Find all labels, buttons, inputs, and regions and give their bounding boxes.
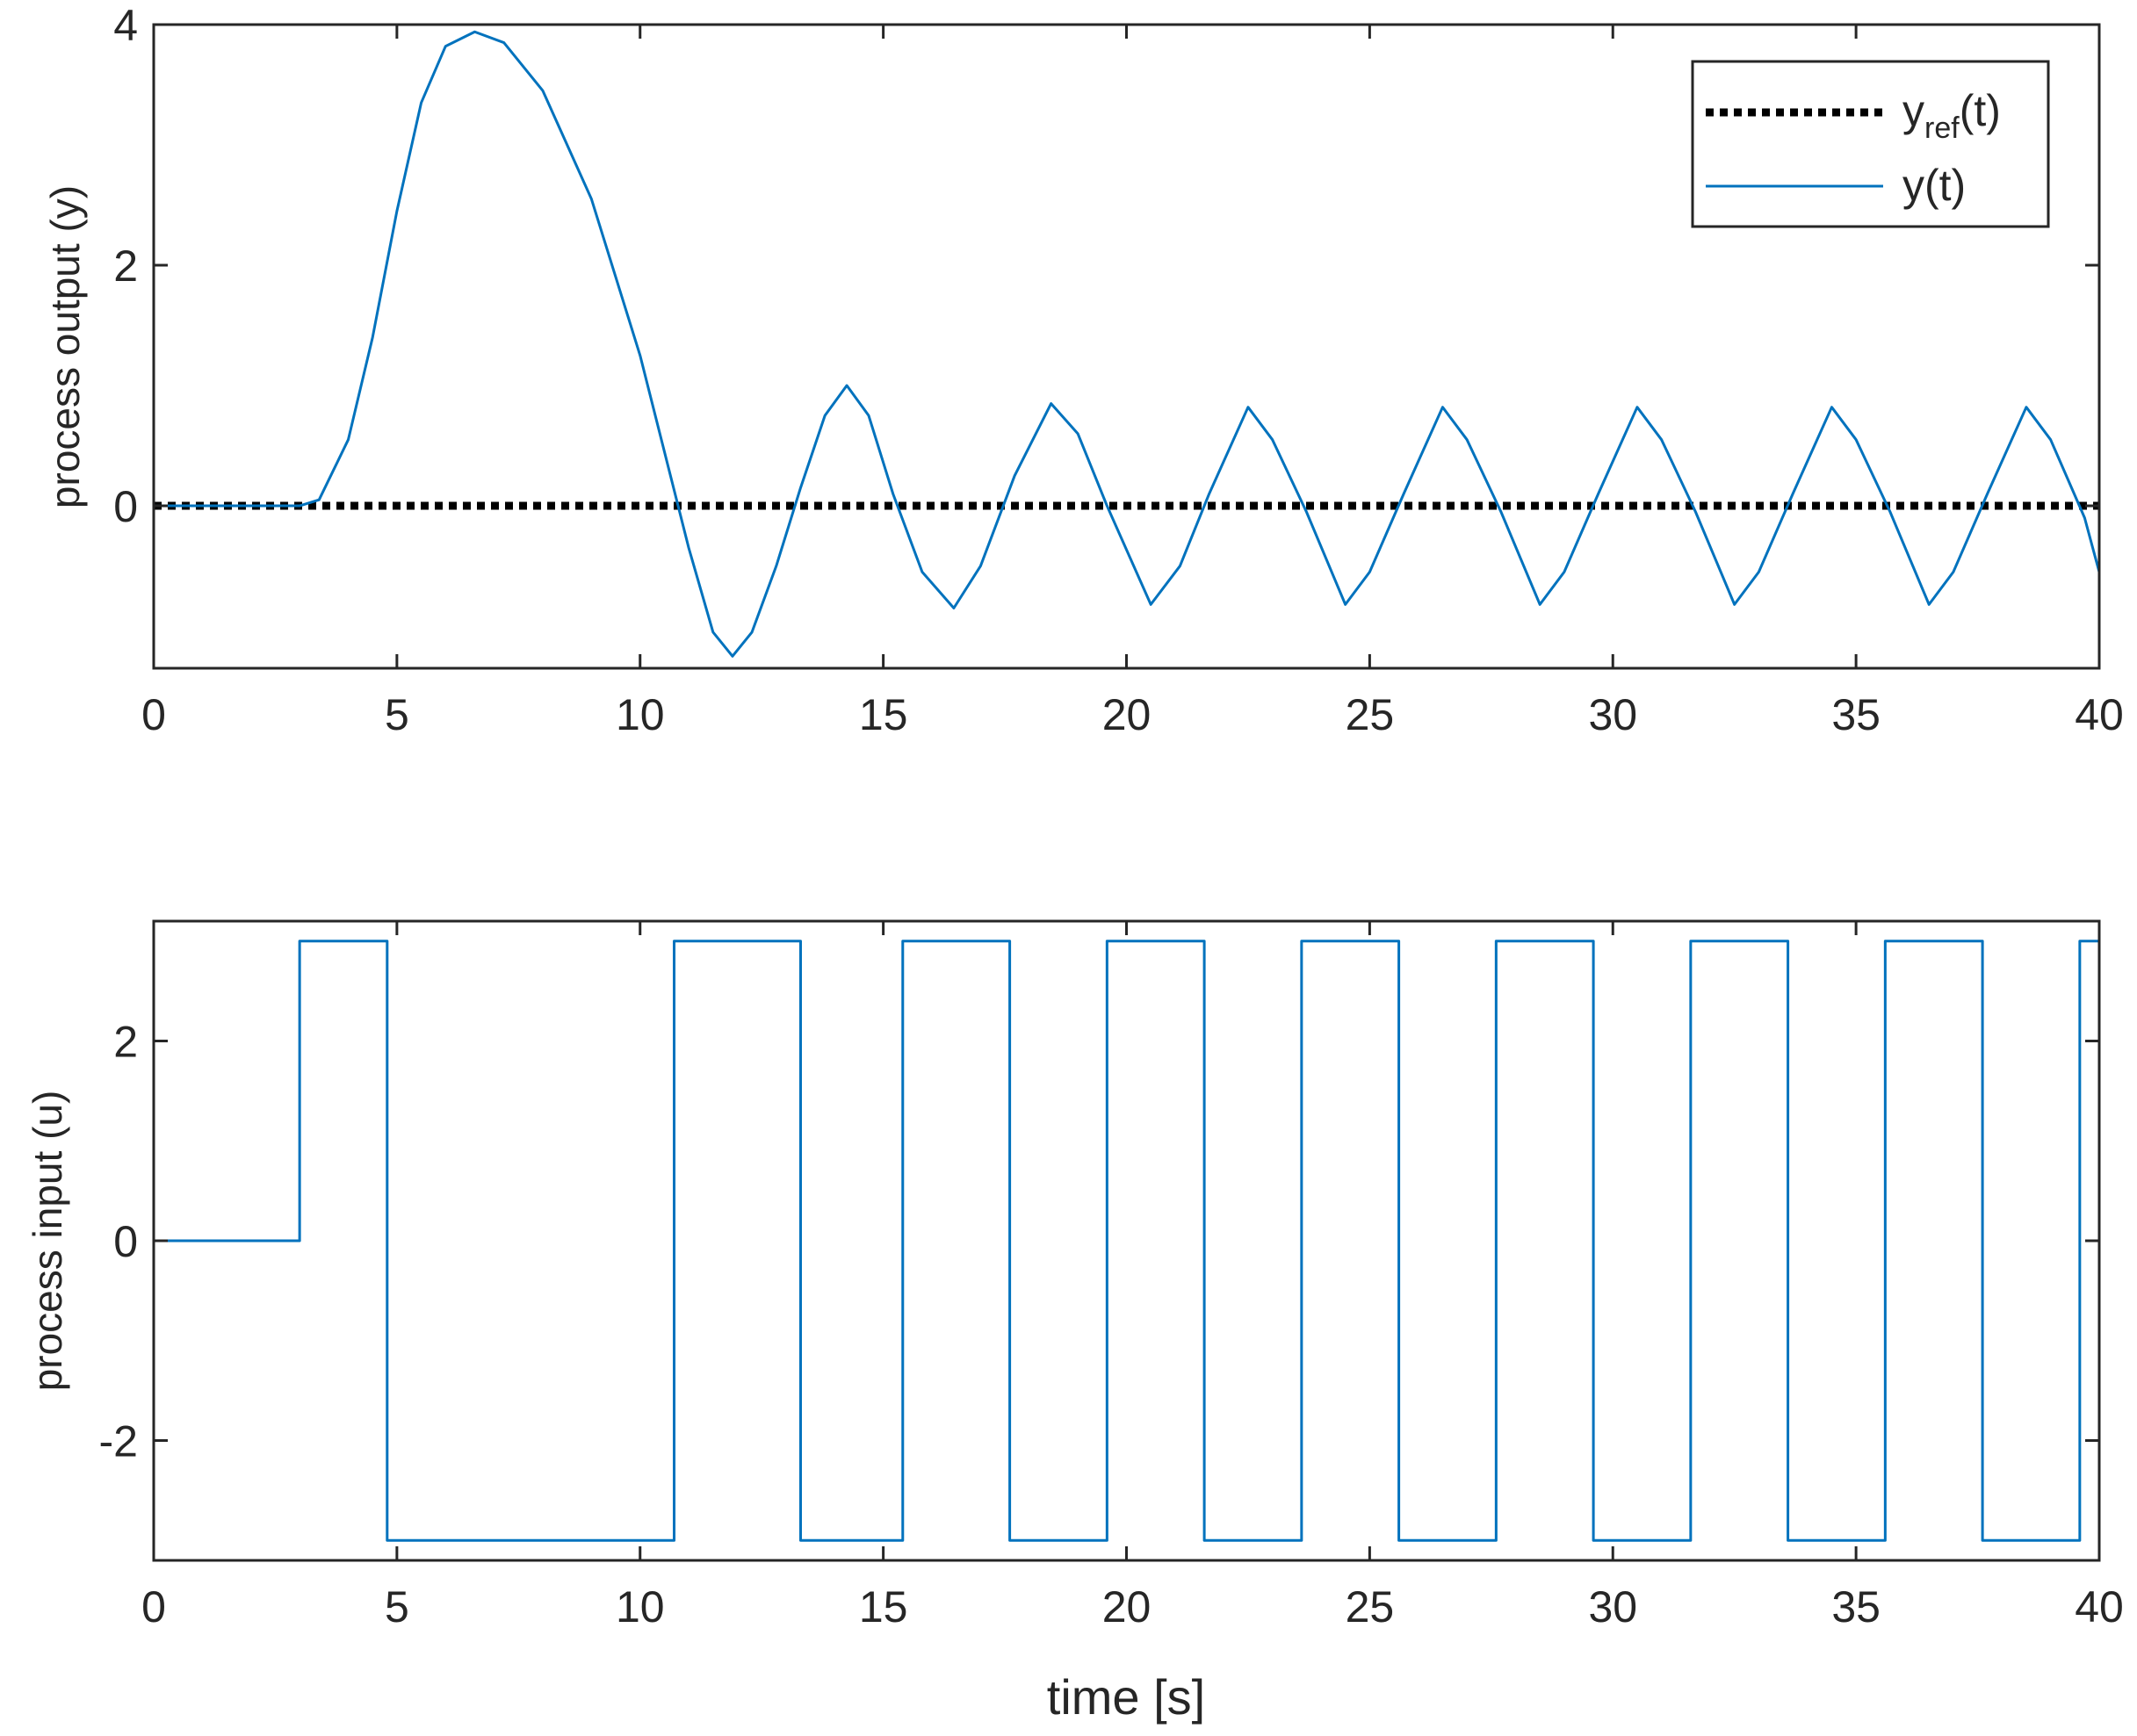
output-xtick-label-8: 40	[2075, 690, 2124, 739]
input-xtick-label-4: 20	[1102, 1582, 1152, 1632]
output-plot-ylabel: process output (y)	[42, 185, 88, 508]
output-ytick-label-2: 4	[113, 1, 138, 50]
input-ytick-label-1: 0	[113, 1217, 138, 1266]
legend-label-yref-sub: ref	[1924, 112, 1960, 145]
input-plot-series	[154, 940, 2099, 1542]
input-xtick-label-5: 25	[1346, 1582, 1395, 1632]
output-ytick-label-1: 2	[113, 241, 138, 291]
input-xtick-label-2: 10	[616, 1582, 665, 1632]
input-xtick-label-6: 30	[1588, 1582, 1637, 1632]
input-plot-panel: 0 5 10 15 20 25 30 35 40 -2 0 2 process input (u) t…	[25, 919, 2124, 1725]
output-plot-panel: 0 5 10 15 20 25 30 35 40 0 2 4 process output (y) y…	[42, 1, 2124, 739]
output-xtick-label-4: 20	[1102, 690, 1152, 739]
output-xtick-label-1: 5	[385, 690, 409, 739]
legend-label-y: y(t)	[1902, 161, 1966, 210]
output-plot-ticks: 0 5 10 15 20 25 30 35 40 0 2 4	[113, 1, 2124, 739]
output-xtick-label-3: 15	[859, 690, 908, 739]
legend-label-yref-tail: (t)	[1960, 86, 2001, 135]
input-series-0-line	[154, 940, 2099, 1542]
input-plot-ylabel: process input (u)	[25, 1091, 70, 1392]
output-series-1-line	[154, 30, 2101, 658]
output-xtick-label-7: 35	[1831, 690, 1881, 739]
input-ytick-label-2: 2	[113, 1018, 138, 1067]
legend-box	[1691, 60, 2050, 228]
input-plot-xlabel: time [s]	[1047, 1669, 1205, 1725]
input-xtick-label-7: 35	[1831, 1582, 1881, 1632]
legend-label-yref-base: y	[1902, 86, 1924, 135]
input-xtick-label-0: 0	[141, 1582, 166, 1632]
input-xtick-label-8: 40	[2075, 1582, 2124, 1632]
output-plot-series	[154, 30, 2101, 658]
legend-label-yref: yref(t)	[1902, 86, 2001, 145]
legend: yref(t) y(t)	[1691, 60, 2050, 228]
input-xtick-label-3: 15	[859, 1582, 908, 1632]
input-ytick-label-0: -2	[99, 1417, 138, 1466]
output-ytick-label-0: 0	[113, 482, 138, 531]
output-xtick-label-6: 30	[1588, 690, 1637, 739]
output-xtick-label-2: 10	[616, 690, 665, 739]
output-xtick-label-0: 0	[141, 690, 166, 739]
input-plot-area	[154, 921, 2099, 1560]
input-plot-ticks: 0 5 10 15 20 25 30 35 40 -2 0 2	[99, 921, 2124, 1632]
input-xtick-label-1: 5	[385, 1582, 409, 1632]
output-xtick-label-5: 25	[1346, 690, 1395, 739]
